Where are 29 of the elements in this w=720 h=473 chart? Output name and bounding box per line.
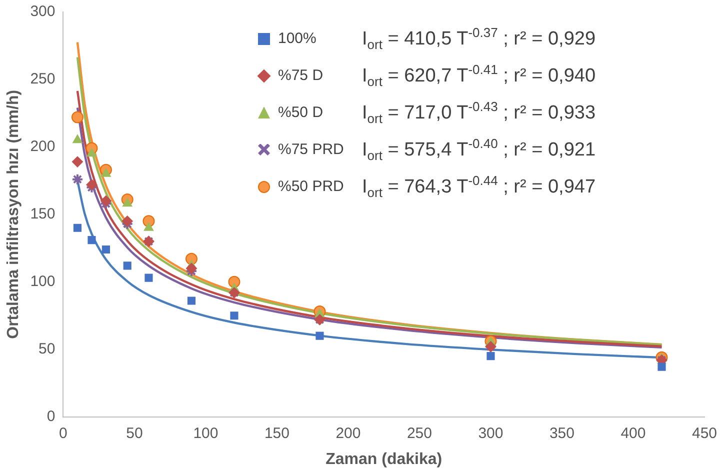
- x-tick-label: 200: [336, 424, 361, 442]
- annotation: I$_{ort}$ = 717,0 T$^{-0.43}$ ; r² = 0,933: [362, 98, 596, 126]
- x-tick-label: 250: [406, 424, 432, 442]
- x-tick-label: 400: [620, 424, 646, 442]
- y-tick-label: 300: [30, 3, 56, 20]
- annotation: I$_{ort}$ = 575,4 T$^{-0.40}$ ; r² = 0,921: [362, 136, 596, 164]
- legend-label: %50 PRD: [278, 178, 345, 195]
- y-tick-label: 150: [30, 206, 56, 223]
- y-tick-label: 0: [46, 408, 56, 425]
- y-tick-label: 100: [30, 273, 56, 290]
- x-tick-label: 150: [264, 424, 290, 442]
- legend-label: %50 D: [278, 104, 324, 121]
- annotation: I$_{ort}$ = 620,7 T$^{-0.41}$ ; r² = 0,940: [362, 62, 596, 90]
- y-axis-title: Ortalama infiltrasyon hızı (mm/h): [5, 90, 22, 339]
- y-tick-label: 200: [30, 138, 56, 156]
- x-tick-label: 100: [193, 424, 218, 442]
- y-tick-label: 250: [30, 70, 56, 88]
- x-tick-label: 50: [126, 424, 143, 442]
- x-tick-label: 0: [59, 424, 68, 442]
- x-tick-label: 450: [692, 424, 717, 442]
- legend-label: 100%: [278, 30, 318, 47]
- annotation: I$_{ort}$ = 410,5 T$^{-0.37}$ ; r² = 0,929: [362, 24, 596, 52]
- legend-label: %75 D: [278, 67, 324, 84]
- y-tick-label: 50: [38, 340, 56, 358]
- x-tick-label: 350: [549, 424, 574, 442]
- x-tick-label: 300: [478, 424, 504, 442]
- annotation: I$_{ort}$ = 764,3 T$^{-0.44}$ ; r² = 0,947: [362, 172, 596, 200]
- legend-label: %75 PRD: [278, 141, 345, 158]
- x-axis-title: Zaman (dakika): [326, 450, 442, 468]
